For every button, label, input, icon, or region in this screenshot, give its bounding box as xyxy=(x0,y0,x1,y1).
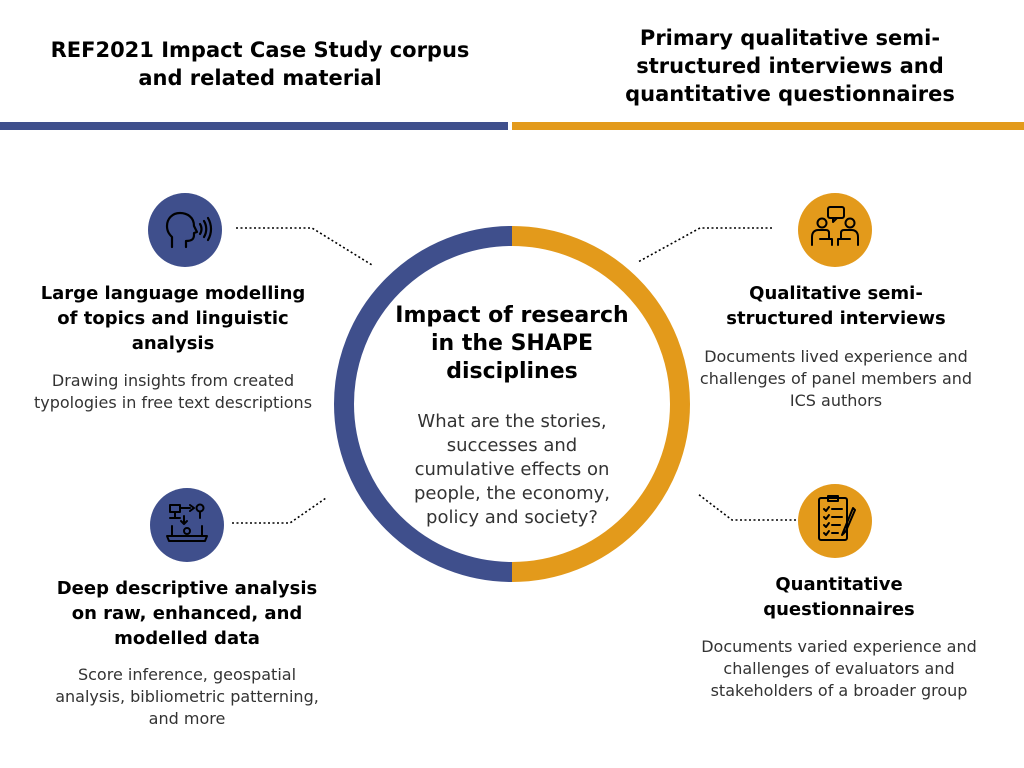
center-ring-left xyxy=(334,226,513,582)
node-description-interviews: Documents lived experience and challenge… xyxy=(699,347,973,410)
left-header-title: REF2021 Impact Case Study corpus and rel… xyxy=(50,38,470,90)
connector-top-left xyxy=(236,227,373,266)
connector-bottom-right xyxy=(697,493,796,521)
center-title: Impact of research in the SHAPE discipli… xyxy=(395,303,629,384)
questionnaire-checklist-icon xyxy=(818,495,856,541)
center-question: What are the stories, successes and cumu… xyxy=(413,411,611,528)
laptop-flowchart-icon xyxy=(166,503,208,542)
node-title-questionnaires: Quantitative questionnaires xyxy=(763,574,915,620)
node-description-language: Drawing insights from created typologies… xyxy=(33,371,313,412)
speaking-head-icon xyxy=(165,211,213,249)
node-icon-circle-analysis xyxy=(150,488,224,562)
interview-people-icon xyxy=(811,206,859,246)
connector-top-right xyxy=(637,227,772,263)
node-icon-circle-language xyxy=(148,193,222,267)
node-description-questionnaires: Documents varied experience and challeng… xyxy=(701,637,977,700)
right-header-bar xyxy=(512,122,1024,130)
node-title-language: Large language modelling of topics and l… xyxy=(40,283,306,354)
left-header-bar xyxy=(0,122,508,130)
node-icon-circle-interviews xyxy=(798,193,872,267)
node-title-interviews: Qualitative semi-structured interviews xyxy=(726,283,946,329)
right-header-title: Primary qualitative semi-structured inte… xyxy=(625,26,955,106)
connector-bottom-left xyxy=(232,497,327,524)
center-ring-right xyxy=(511,226,690,582)
node-title-analysis: Deep descriptive analysis on raw, enhanc… xyxy=(56,578,318,649)
node-icon-circle-questionnaires xyxy=(798,484,872,558)
node-description-analysis: Score inference, geospatial analysis, bi… xyxy=(55,665,319,728)
